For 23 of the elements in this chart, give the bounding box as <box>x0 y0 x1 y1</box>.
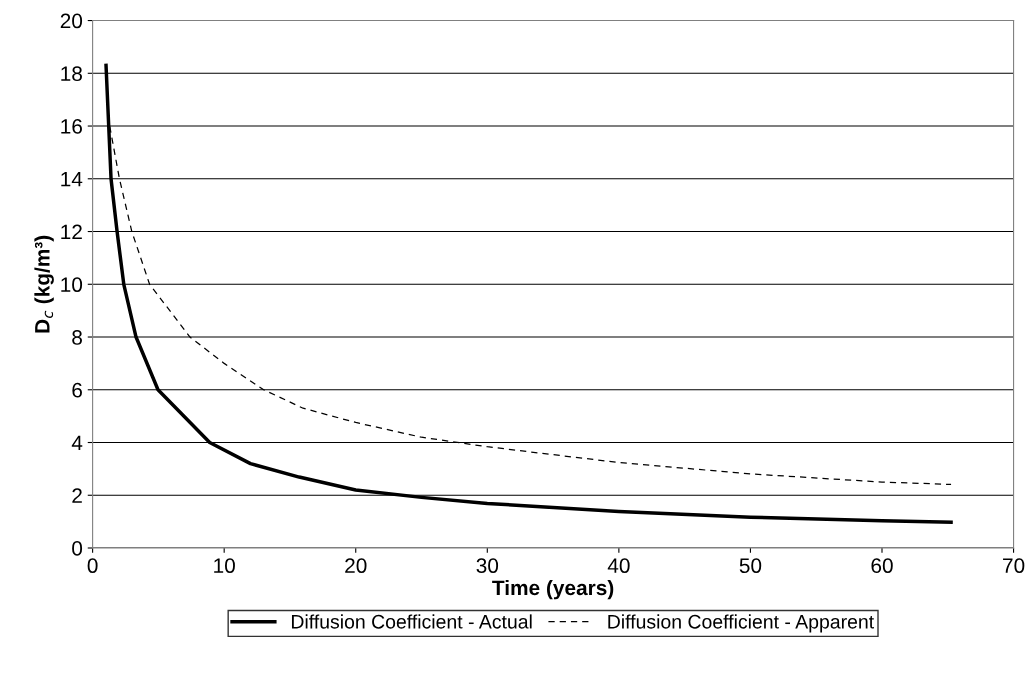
y-tick-label: 6 <box>72 382 82 398</box>
y-tick-label: 4 <box>71 435 83 451</box>
x-tick-label: 40 <box>607 558 630 574</box>
x-axis-title: Time (years) <box>492 579 614 600</box>
x-tick-label: 50 <box>739 558 762 574</box>
x-tick-label: 0 <box>87 558 98 574</box>
legend-label: Diffusion Coefficient - Actual <box>291 614 532 629</box>
y-tick-label: 20 <box>60 13 83 29</box>
x-tick-label: 20 <box>345 558 367 574</box>
y-tick-label: 12 <box>61 224 82 240</box>
y-tick-label: 14 <box>61 172 83 187</box>
x-tick-label: 10 <box>214 558 235 574</box>
y-tick-label: 2 <box>72 488 82 503</box>
y-axis-title: D$_{c}$ (kg/m³) <box>34 235 54 333</box>
x-tick-label: 30 <box>476 558 499 574</box>
y-tick-label: 16 <box>61 119 82 134</box>
y-tick-label: 18 <box>61 66 82 82</box>
y-tick-label: 10 <box>61 277 83 293</box>
legend-label: Diffusion Coefficient - Apparent <box>608 614 874 633</box>
y-tick-label: 0 <box>72 541 83 556</box>
x-tick-label: 60 <box>871 558 893 574</box>
x-tick-label: 70 <box>1003 558 1025 574</box>
y-tick-label: 8 <box>72 330 82 345</box>
